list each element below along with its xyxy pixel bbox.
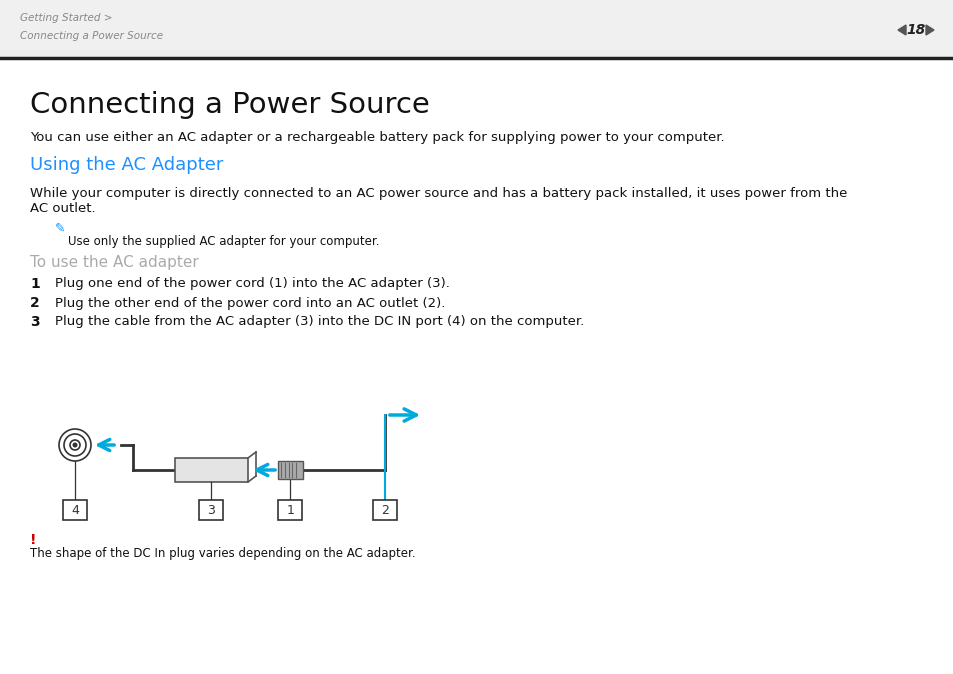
Text: 1: 1 — [286, 503, 294, 516]
Bar — [63, 500, 87, 520]
Bar — [373, 500, 396, 520]
Bar — [277, 461, 303, 479]
Text: 2: 2 — [30, 296, 40, 310]
Text: 1: 1 — [30, 277, 40, 291]
Bar — [278, 500, 302, 520]
Text: To use the AC adapter: To use the AC adapter — [30, 255, 198, 270]
Text: Plug one end of the power cord (1) into the AC adapter (3).: Plug one end of the power cord (1) into … — [55, 278, 450, 290]
Text: 3: 3 — [30, 315, 40, 329]
Text: 4: 4 — [71, 503, 79, 516]
Text: Plug the cable from the AC adapter (3) into the DC IN port (4) on the computer.: Plug the cable from the AC adapter (3) i… — [55, 315, 583, 328]
Text: 18: 18 — [905, 23, 924, 37]
Text: Use only the supplied AC adapter for your computer.: Use only the supplied AC adapter for you… — [68, 235, 379, 249]
Bar — [174, 458, 248, 482]
Circle shape — [72, 443, 77, 448]
Text: Getting Started >: Getting Started > — [20, 13, 112, 23]
Text: Connecting a Power Source: Connecting a Power Source — [20, 31, 163, 41]
Polygon shape — [925, 25, 933, 35]
Text: Using the AC Adapter: Using the AC Adapter — [30, 156, 223, 174]
Bar — [199, 500, 223, 520]
Text: 3: 3 — [208, 503, 215, 516]
Text: !: ! — [30, 533, 36, 547]
Text: Connecting a Power Source: Connecting a Power Source — [30, 91, 429, 119]
Bar — [0, 0, 953, 58]
Text: AC outlet.: AC outlet. — [30, 202, 95, 216]
Polygon shape — [897, 25, 905, 35]
Text: ✎: ✎ — [55, 222, 66, 235]
Text: 2: 2 — [380, 503, 389, 516]
Text: While your computer is directly connected to an AC power source and has a batter: While your computer is directly connecte… — [30, 187, 846, 200]
Text: The shape of the DC In plug varies depending on the AC adapter.: The shape of the DC In plug varies depen… — [30, 547, 416, 561]
Text: Plug the other end of the power cord into an AC outlet (2).: Plug the other end of the power cord int… — [55, 297, 445, 309]
Text: You can use either an AC adapter or a rechargeable battery pack for supplying po: You can use either an AC adapter or a re… — [30, 131, 724, 144]
